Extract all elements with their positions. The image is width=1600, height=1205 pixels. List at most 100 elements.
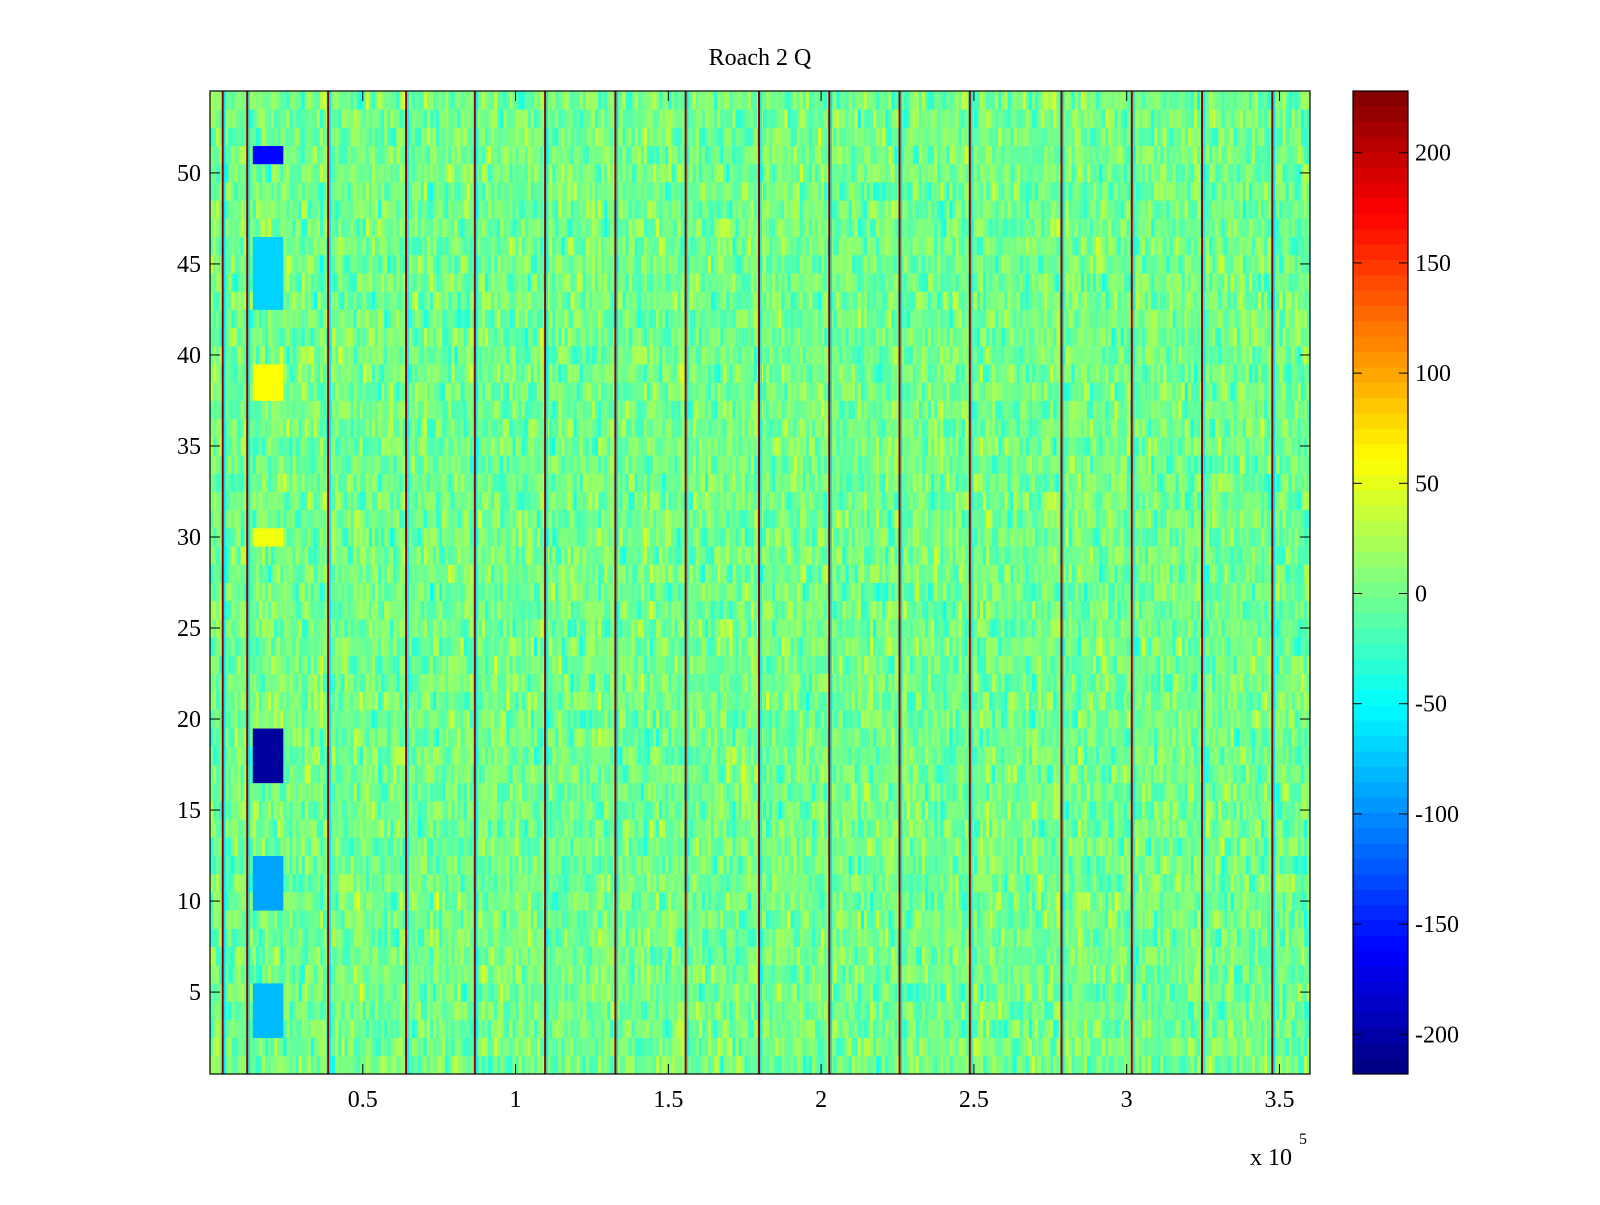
heatmap-cell (934, 928, 938, 947)
heatmap-cell (384, 1055, 388, 1075)
heatmap-cell (289, 982, 293, 1002)
heatmap-cell (509, 964, 513, 984)
heatmap-cell (530, 946, 535, 966)
heatmap-cell (1126, 855, 1131, 875)
heatmap-cell (1285, 982, 1290, 1002)
heatmap-cell (433, 982, 437, 1002)
heatmap-cell (876, 1055, 880, 1075)
heatmap-cell (243, 1001, 248, 1020)
heatmap-cell (906, 964, 911, 984)
heatmap-cell (634, 837, 639, 856)
heatmap-cell (576, 855, 581, 875)
heatmap-cell (359, 891, 364, 911)
heatmap-cell (653, 946, 657, 966)
heatmap-cell (808, 964, 813, 984)
heatmap-cell (811, 1055, 816, 1075)
heatmap-cell (426, 1055, 431, 1075)
heatmap-cell (665, 837, 669, 856)
heatmap-cell (983, 1019, 987, 1038)
heatmap-cell (604, 1019, 608, 1038)
heatmap-cell (527, 891, 532, 911)
heatmap-cell (509, 1055, 513, 1075)
heatmap-cell (488, 964, 492, 984)
heatmap-cell (1251, 964, 1256, 984)
heatmap-cell (824, 910, 828, 929)
heatmap-cell (772, 928, 776, 947)
heatmap-cell (1291, 964, 1296, 984)
heatmap-cell (701, 964, 706, 984)
heatmap-cell (952, 946, 956, 966)
heatmap-cell (1248, 982, 1253, 1002)
heatmap-cell (295, 891, 300, 911)
heatmap-cell (949, 1055, 953, 1075)
heatmap-cell (316, 891, 321, 911)
heatmap-cell (821, 1055, 825, 1075)
heatmap-cell (274, 1055, 278, 1075)
heatmap-cell (717, 891, 721, 911)
heatmap-cell (1065, 855, 1070, 875)
heatmap-cell (298, 837, 303, 856)
heatmap-cell (381, 964, 385, 984)
heatmap-cell (729, 891, 733, 911)
heatmap-cell (1190, 910, 1195, 929)
heatmap-cell (1258, 1037, 1262, 1057)
heatmap-cell (961, 1055, 966, 1075)
heatmap-cell (744, 1055, 749, 1075)
heatmap-cell (252, 1037, 257, 1057)
heatmap-cell (766, 964, 770, 984)
heatmap-cell (1209, 982, 1213, 1002)
heatmap-cell (301, 1019, 306, 1038)
heatmap-cell (1288, 964, 1293, 984)
heatmap-cell (1227, 1019, 1231, 1038)
heatmap-cell (1001, 982, 1005, 1002)
heatmap-cell (925, 837, 929, 856)
heatmap-cell (1151, 982, 1155, 1002)
heatmap-cell (656, 891, 660, 911)
heatmap-cell (500, 1055, 504, 1075)
heatmap-cell (1172, 1037, 1176, 1057)
heatmap-cell (552, 855, 556, 875)
heatmap-cell (882, 819, 886, 838)
heatmap-cell (625, 837, 630, 856)
heatmap-cell (918, 819, 923, 838)
heatmap-cell (579, 1037, 584, 1057)
heatmap-cell (356, 910, 361, 929)
heatmap-cell (946, 873, 950, 893)
heatmap-cell (524, 819, 529, 838)
heatmap-cell (1291, 873, 1296, 893)
heatmap-cell (915, 910, 920, 929)
heatmap-cell (876, 819, 880, 838)
heatmap-cell (637, 891, 642, 911)
heatmap-cell (1141, 837, 1146, 856)
heatmap-cell (1264, 837, 1268, 856)
heatmap-cell (368, 1019, 373, 1038)
heatmap-cell (1077, 1019, 1082, 1038)
heatmap-cell (216, 1001, 220, 1020)
heatmap-cell (368, 837, 373, 856)
heatmap-cell (934, 1001, 938, 1020)
heatmap-cell (567, 910, 571, 929)
heatmap-cell (588, 982, 593, 1002)
heatmap-cell (1160, 855, 1164, 875)
heatmap-cell (466, 910, 471, 929)
heatmap-cell (940, 855, 944, 875)
heatmap-cell (588, 1037, 593, 1057)
heatmap-cell (802, 837, 807, 856)
heatmap-cell (316, 946, 321, 966)
heatmap-cell (454, 1019, 458, 1038)
heatmap-cell (1145, 891, 1149, 911)
heatmap-cell (1090, 837, 1094, 856)
heatmap-cell (1056, 928, 1060, 947)
heatmap-cell (234, 1019, 238, 1038)
heatmap-cell (976, 1037, 981, 1057)
heatmap-cell (1077, 855, 1082, 875)
heatmap-cell (1196, 946, 1201, 966)
heatmap-cell (1248, 1037, 1253, 1057)
heatmap-cell (1038, 1055, 1042, 1075)
heatmap-cell (750, 855, 755, 875)
heatmap-cell (714, 819, 718, 838)
heatmap-cell (222, 891, 226, 911)
heatmap-cell (439, 946, 443, 966)
heatmap-cell (1242, 1037, 1247, 1057)
heatmap-cell (677, 1019, 681, 1038)
